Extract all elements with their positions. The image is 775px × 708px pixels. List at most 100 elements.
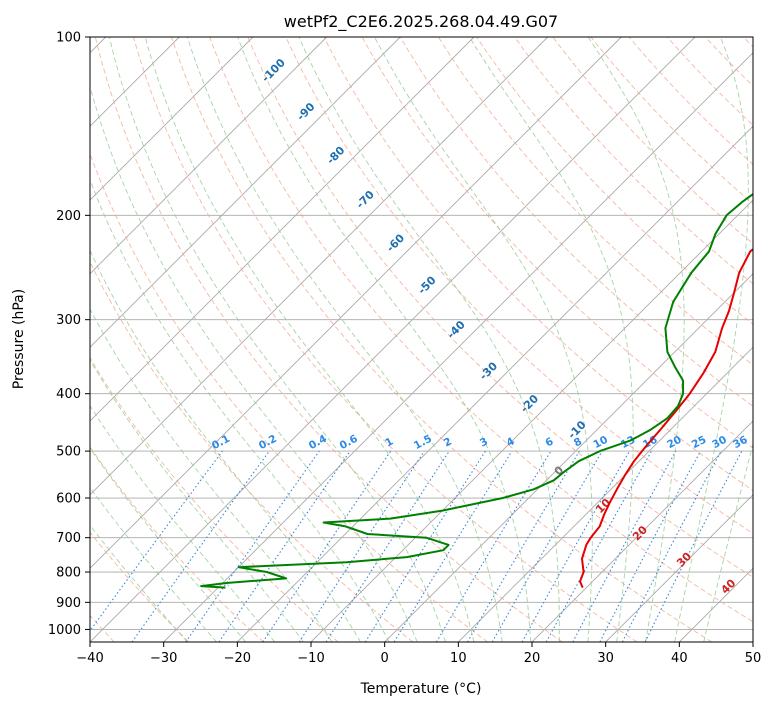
isotherm-line	[457, 346, 753, 642]
y-tick-label: 700	[56, 531, 81, 546]
x-axis-label: Temperature (°C)	[360, 681, 482, 697]
mixing-ratio-label: 0.1	[210, 433, 232, 452]
mixing-ratio-line	[644, 450, 743, 642]
mixing-ratio-label: 13	[619, 434, 638, 451]
temperature-profile	[579, 248, 753, 589]
x-axis: −40 −30 −20 −10 0 10 20 30 40 50	[76, 642, 761, 666]
mixing-ratio-line	[90, 450, 223, 632]
dry-adiabat-line	[361, 37, 753, 449]
moist-adiabat-line	[90, 486, 217, 642]
y-tick-label: 500	[56, 445, 81, 460]
dry-adiabat-line	[90, 531, 190, 642]
isotherm-line	[90, 37, 254, 201]
moist-adiabat-line	[374, 37, 593, 642]
moist-adiabat-label: 20	[630, 523, 650, 543]
dry-adiabat-line	[209, 37, 753, 623]
dry-adiabat-line	[90, 261, 414, 642]
moist-adiabat-line	[90, 308, 333, 642]
x-tick-label: 40	[671, 651, 688, 666]
dry-adiabat-line	[552, 37, 753, 245]
y-tick-label: 900	[56, 596, 81, 611]
isotherm-line	[90, 37, 475, 422]
dry-adiabat-label: -60	[384, 231, 407, 254]
mixing-ratio-label: 20	[665, 434, 684, 451]
dry-adiabat-line	[94, 37, 563, 642]
isotherm-line	[605, 494, 753, 642]
moist-adiabat-line	[90, 447, 247, 642]
isotherm-line	[90, 37, 401, 348]
dry-adiabat-label: -50	[415, 273, 438, 296]
moist-adiabat-line	[298, 37, 560, 642]
moist-adiabat-line	[108, 37, 446, 642]
mixing-ratio-line	[545, 450, 653, 642]
mixing-ratio-label: 2	[442, 435, 454, 449]
mixing-ratio-line	[262, 450, 392, 642]
mixing-ratio-label: 25	[690, 434, 709, 451]
y-axis-label: Pressure (hPa)	[11, 289, 27, 389]
isotherm-line	[90, 37, 696, 642]
dry-adiabat-line	[323, 37, 753, 491]
mixing-ratio-line	[393, 450, 513, 642]
x-tick-label: −30	[150, 651, 177, 666]
y-axis: 100 200 300 400 500 600 700 800 900 1000	[48, 31, 90, 638]
dry-adiabat-line	[438, 37, 753, 366]
moist-adiabat-line	[90, 524, 188, 642]
mixing-ratio-label: 6	[543, 435, 555, 449]
dry-adiabat-line	[171, 37, 712, 642]
x-tick-label: −20	[224, 651, 251, 666]
y-tick-label: 300	[56, 313, 81, 328]
moist-adiabat-label: 40	[718, 576, 738, 596]
dry-adiabat-line	[743, 37, 753, 48]
moist-adiabat-label: 30	[674, 549, 694, 569]
moist-adiabat-label: 10	[593, 496, 613, 516]
x-tick-label: 10	[450, 651, 467, 666]
moist-adiabat-line	[587, 37, 685, 642]
mixing-ratio-label: 30	[710, 434, 729, 451]
moist-adiabat-line	[90, 404, 275, 642]
dry-adiabat-line	[90, 356, 339, 642]
isotherm-line	[236, 125, 753, 642]
profiles-layer	[200, 192, 753, 589]
y-tick-label: 600	[56, 492, 81, 507]
moist-adiabat-line	[90, 249, 361, 642]
isotherm-line	[90, 37, 328, 275]
dry-adiabat-line	[704, 37, 753, 87]
mixing-ratio-line	[467, 450, 580, 642]
mixing-ratio-label: 1	[383, 435, 395, 449]
x-tick-label: −10	[297, 651, 324, 666]
dry-adiabat-line	[132, 37, 638, 642]
dry-adiabat-line	[247, 37, 753, 578]
moist-adiabat-line	[674, 37, 749, 642]
plot-frame	[89, 36, 754, 643]
dry-adiabat-label: -70	[354, 188, 377, 211]
dry-adiabat-label: -20	[518, 392, 541, 415]
moist-adiabat-line	[144, 37, 475, 642]
moist-adiabat-line	[90, 359, 304, 642]
moist-adiabat-line	[186, 37, 503, 642]
mixing-ratio-line	[131, 450, 270, 642]
mixing-ratio-label: 3	[478, 435, 490, 449]
y-tick-label: 400	[56, 387, 81, 402]
moist-adiabat-line	[90, 84, 418, 642]
dry-adiabat-line	[90, 446, 264, 642]
isotherm-line	[163, 52, 753, 642]
mixing-ratio-label: 36	[731, 434, 750, 451]
dry-adiabat-line	[90, 152, 488, 642]
mixing-ratio-line	[521, 450, 630, 642]
dry-adiabat-line	[514, 37, 753, 285]
y-tick-label: 1000	[48, 623, 81, 638]
mixing-ratio-line	[599, 450, 701, 642]
x-tick-label: −40	[76, 651, 103, 666]
mixing-ratio-line	[218, 450, 351, 642]
dry-adiabat-label: -80	[324, 144, 347, 167]
moist-adiabat-line	[703, 441, 753, 642]
x-tick-label: 30	[597, 651, 614, 666]
dry-adiabat-label: -30	[477, 359, 500, 382]
dry-adiabat-label: -90	[294, 100, 317, 123]
dry-adiabat-line	[285, 37, 753, 535]
dry-adiabat-line	[476, 37, 753, 325]
dewpoint-profile	[200, 192, 753, 589]
mixing-ratio-line	[298, 450, 425, 642]
moist-adiabat-line	[469, 37, 634, 642]
mixing-ratio-line	[185, 450, 320, 642]
